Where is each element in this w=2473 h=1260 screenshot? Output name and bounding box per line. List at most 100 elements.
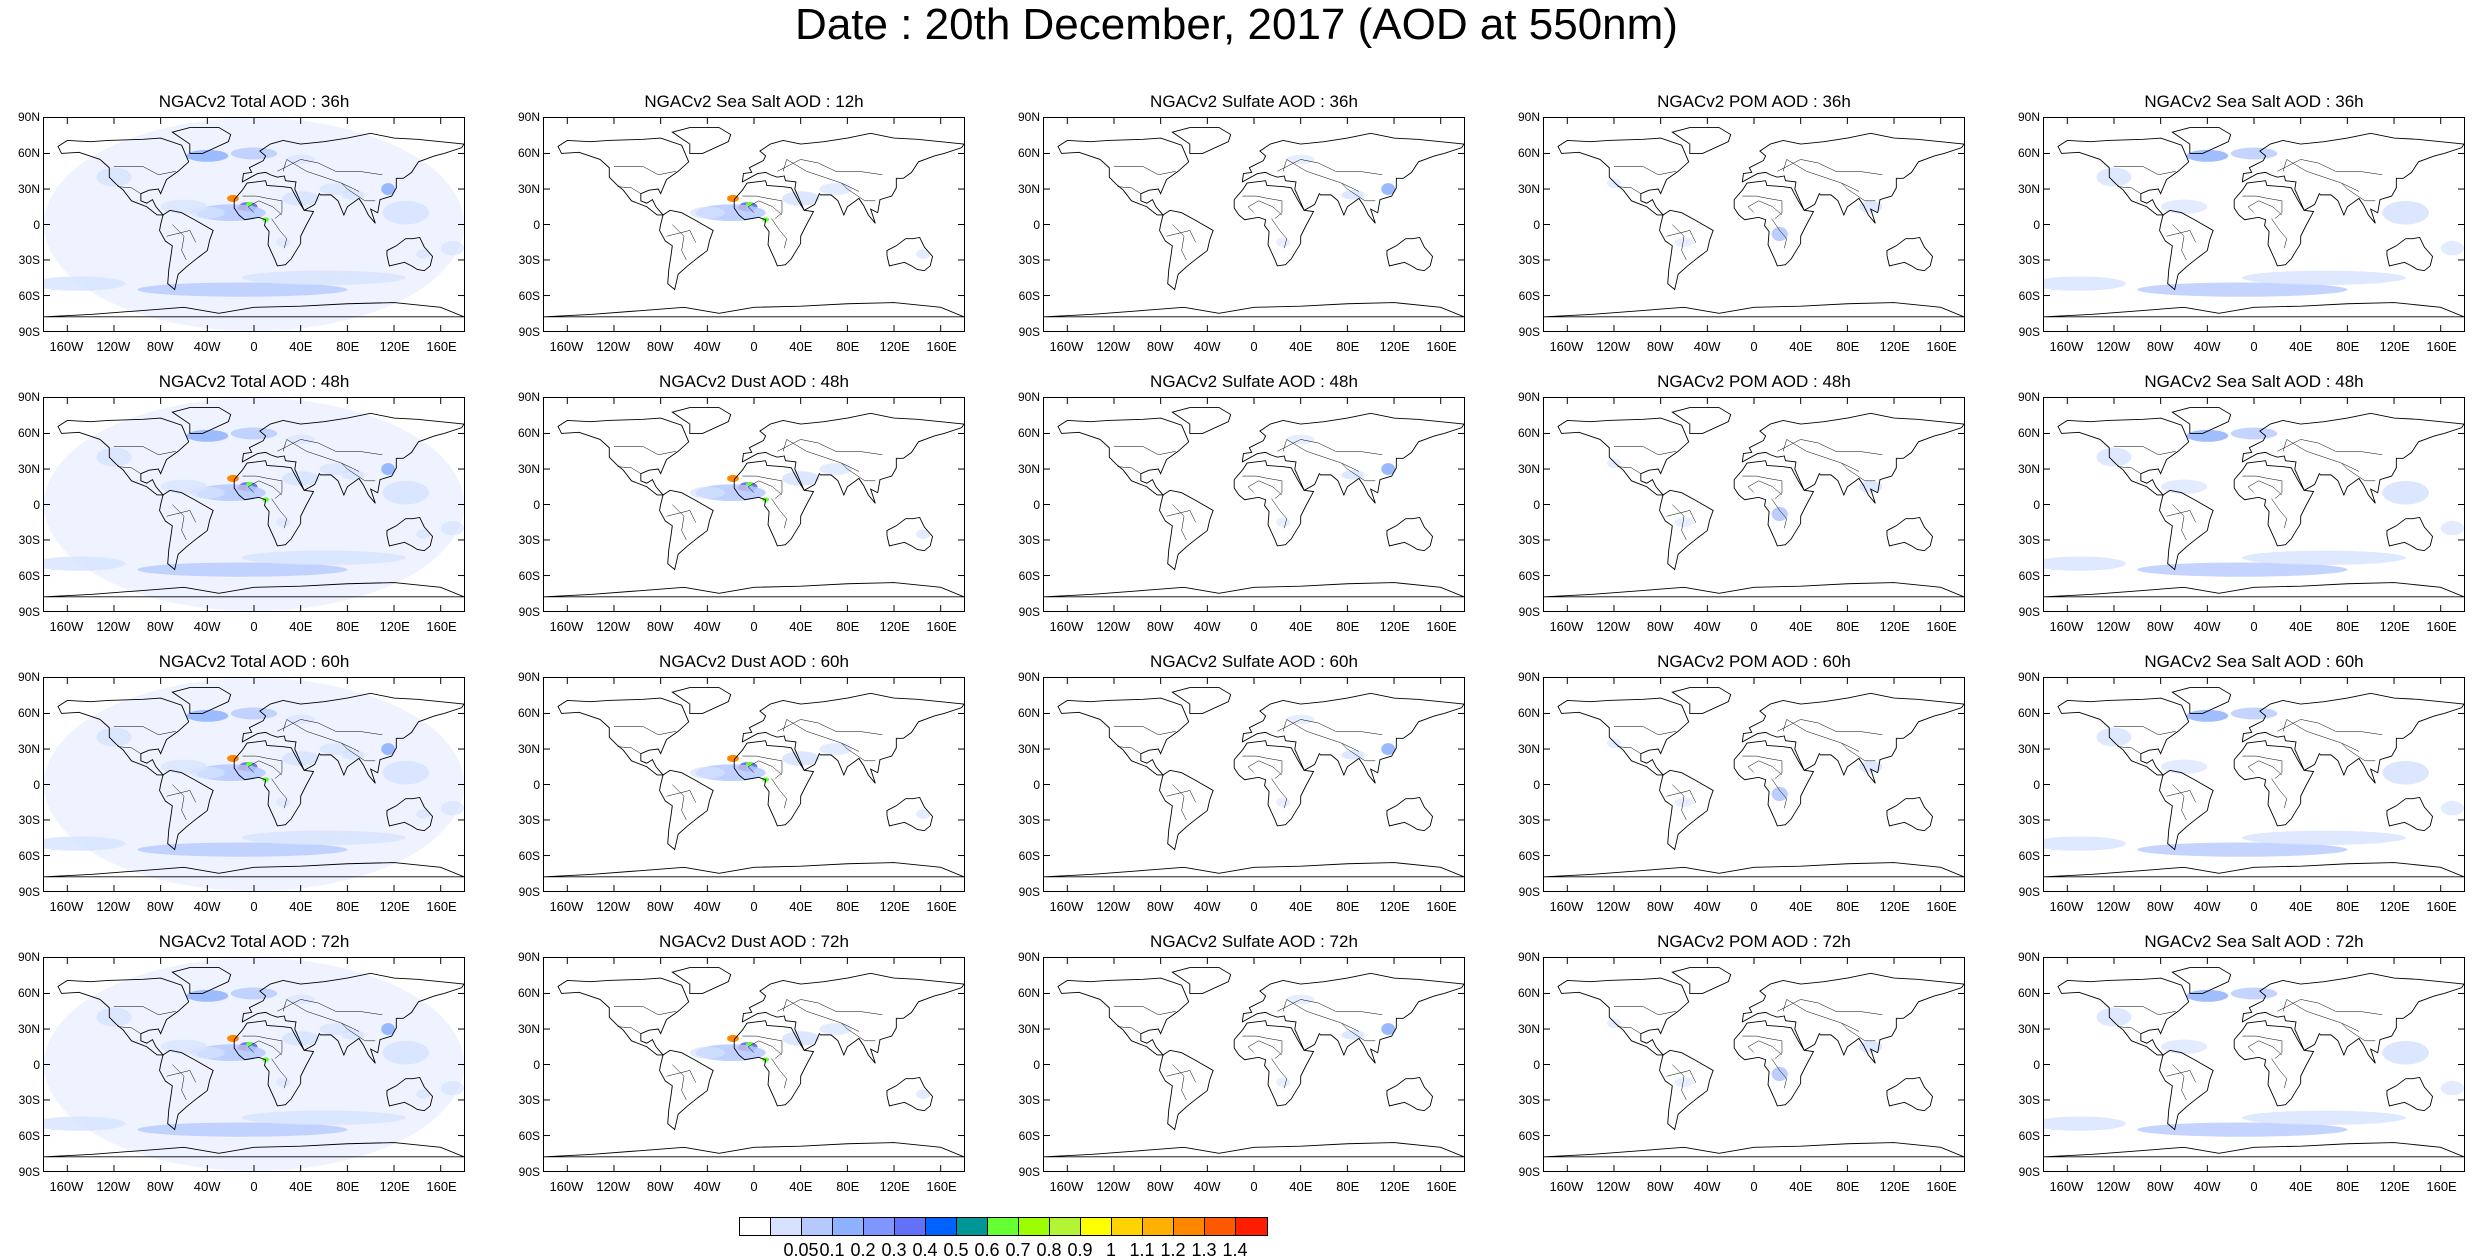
lon-label: 160E: [1426, 1179, 1457, 1194]
coastline: [1044, 1142, 1464, 1158]
country-border: [1113, 446, 1176, 456]
lon-label: 0: [250, 339, 258, 354]
lat-label: 90N: [17, 390, 40, 404]
lon-label: 160E: [926, 619, 957, 634]
country-border: [247, 1040, 283, 1056]
lon-label: 80W: [146, 619, 174, 634]
country-border: [1166, 230, 1196, 243]
aod-shading: [2044, 276, 2126, 291]
coastline: [2233, 740, 2315, 827]
country-border: [1271, 218, 1287, 249]
country-border: [1166, 1070, 1196, 1083]
coastline: [1741, 972, 1964, 1064]
lon-label: 120W: [1596, 619, 1631, 634]
lon-label: 160W: [1549, 899, 1584, 914]
world-map: [44, 118, 464, 331]
lon-label: 80W: [1646, 899, 1674, 914]
coastline: [1241, 972, 1464, 1064]
coastline: [557, 977, 690, 1056]
coastline: [1233, 460, 1315, 547]
lon-label: 40E: [789, 339, 813, 354]
lon-label: 120E: [379, 899, 410, 914]
aod-shading: [276, 237, 291, 247]
country-border: [2113, 166, 2176, 176]
lon-label: 160W: [1549, 339, 1584, 354]
lat-label: 30N: [1517, 741, 1540, 756]
coastline: [886, 1076, 934, 1112]
panel-title: NGACv2 Sea Salt AOD : 36h: [2144, 92, 2364, 111]
country-border: [282, 999, 360, 1032]
country-border: [1117, 746, 1141, 754]
coastline: [1044, 862, 1464, 878]
lat-label: 30N: [517, 741, 540, 756]
aod-shading: [727, 754, 739, 763]
country-border: [747, 200, 783, 216]
panel-title: NGACv2 Sea Salt AOD : 48h: [2144, 372, 2364, 391]
country-border: [1841, 742, 1876, 762]
country-border: [1166, 790, 1196, 803]
lon-label: 0: [750, 339, 758, 354]
lat-label: 90S: [518, 325, 540, 339]
country-border: [1666, 790, 1696, 803]
country-border: [2271, 778, 2287, 809]
lon-label: 160E: [426, 899, 457, 914]
country-border: [2117, 186, 2141, 194]
map-plot-area: [1043, 677, 1465, 892]
lat-label: 90N: [1017, 950, 1040, 964]
aod-shading: [242, 830, 406, 845]
country-border: [672, 504, 687, 541]
lon-label: 120E: [1379, 1179, 1410, 1194]
country-border: [117, 466, 141, 474]
coastline: [2057, 417, 2190, 496]
lon-label: 120E: [1379, 619, 1410, 634]
country-border: [172, 224, 187, 261]
lon-label: 120E: [1879, 619, 1910, 634]
coastline: [733, 740, 815, 827]
country-border: [2113, 1006, 2176, 1016]
lat-label: 90N: [517, 950, 540, 964]
lon-label: 160E: [2426, 619, 2457, 634]
lon-label: 40E: [289, 899, 313, 914]
lon-label: 80E: [1836, 339, 1860, 354]
lat-label: 30S: [18, 253, 40, 268]
lat-label: 0: [1533, 497, 1540, 512]
map-panel: NGACv2 Sea Salt AOD : 72h 90N 60N 30N 0 30S 60…: [2000, 932, 2473, 1207]
lat-label: 0: [1033, 1057, 1040, 1072]
coastline: [57, 137, 190, 216]
country-border: [172, 784, 187, 821]
lat-label: 30S: [2018, 813, 2040, 828]
coastline: [557, 697, 690, 776]
lat-label: 30N: [17, 741, 40, 756]
lon-label: 40E: [789, 1179, 813, 1194]
aod-shading: [281, 1031, 320, 1046]
country-border: [771, 1058, 787, 1089]
country-border: [1341, 462, 1376, 482]
lon-label: 160E: [1926, 899, 1957, 914]
lon-label: 120W: [596, 899, 631, 914]
coastline: [57, 417, 190, 496]
aod-shading: [2382, 1040, 2429, 1065]
country-border: [1166, 510, 1196, 523]
world-map: [2044, 958, 2464, 1171]
coastline: [557, 137, 690, 216]
aod-shading: [137, 282, 348, 297]
aod-shading: [381, 463, 396, 475]
aod-shading: [44, 556, 126, 571]
coastline: [2159, 1049, 2214, 1131]
country-border: [841, 182, 876, 202]
coastline: [1159, 1049, 1214, 1131]
lon-label: 160E: [1426, 619, 1457, 634]
colorbar-label: 1.2: [1160, 1240, 1186, 1260]
country-border: [1617, 466, 1641, 474]
lat-label: 30S: [2018, 533, 2040, 548]
lat-label: 60N: [1017, 705, 1040, 720]
lat-label: 30S: [1518, 533, 1540, 548]
aod-shading: [137, 842, 348, 857]
coastline: [1733, 740, 1815, 827]
country-border: [1247, 760, 1283, 776]
lat-label: 60N: [517, 985, 540, 1000]
lon-label: 0: [2250, 899, 2258, 914]
country-border: [1782, 719, 1860, 752]
aod-shading: [96, 447, 132, 467]
panel-title: NGACv2 POM AOD : 36h: [1657, 92, 1851, 111]
